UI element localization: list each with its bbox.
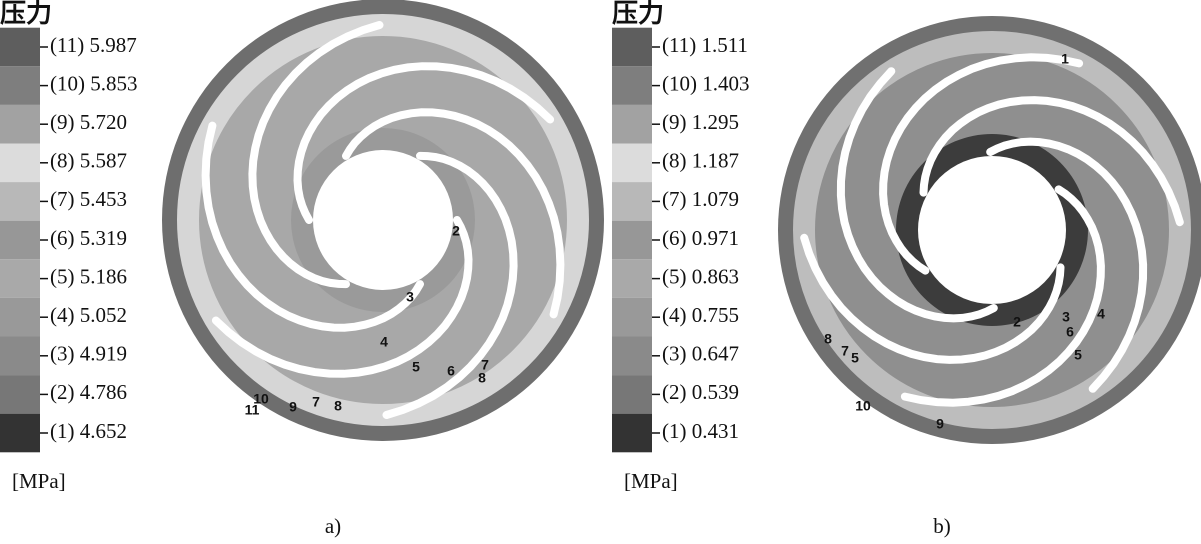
legend-swatch — [612, 413, 652, 453]
legend-label: (7) 1.079 — [662, 187, 739, 211]
legend-swatch — [612, 104, 652, 144]
legend-swatch — [612, 259, 652, 298]
blade — [919, 96, 1184, 227]
legend-swatch — [0, 413, 40, 453]
caption: b) — [933, 514, 951, 538]
contour-label: 10 — [855, 398, 871, 414]
legend-label: (10) 5.853 — [50, 71, 138, 95]
unit-label: [MPa] — [624, 469, 678, 493]
legend-label: (5) 0.863 — [662, 264, 739, 288]
blade — [211, 216, 473, 378]
legend-label: (1) 4.652 — [50, 419, 127, 443]
contour-label: 2 — [452, 223, 460, 239]
legend-label: (11) 5.987 — [50, 33, 137, 57]
contour-label: 8 — [824, 331, 832, 347]
blade — [201, 121, 424, 332]
legend-label: (7) 5.453 — [50, 187, 127, 211]
legend-swatch — [612, 143, 652, 183]
contour-label: 6 — [1066, 324, 1074, 340]
blade — [293, 62, 555, 224]
legend-title: 压力 — [612, 0, 664, 28]
legend-label: (2) 0.539 — [662, 380, 739, 404]
legend-swatch — [0, 375, 40, 414]
legend-swatch — [0, 66, 40, 105]
legend-label: (4) 5.052 — [50, 303, 127, 327]
contour-label: 2 — [1013, 314, 1021, 330]
contour-label: 11 — [245, 402, 260, 418]
contour-label: 3 — [406, 289, 414, 305]
panel: 压力 (11) 1.511 (10) 1.403 (9) 1.295 (8) 1.187… — [612, 0, 1201, 538]
light-zone — [793, 31, 1191, 429]
legend-swatch — [0, 297, 40, 337]
blade — [382, 151, 518, 419]
blade — [879, 53, 1084, 275]
contour-label: 7 — [481, 357, 489, 373]
legend-swatch — [0, 104, 40, 144]
legend-swatch — [0, 143, 40, 183]
contour-label: 6 — [447, 363, 455, 379]
legend-label: (1) 0.431 — [662, 419, 739, 443]
blade — [836, 67, 998, 323]
legend-label: (9) 5.720 — [50, 110, 127, 134]
legend-swatch — [612, 375, 652, 414]
eye — [313, 150, 453, 290]
legend-swatch — [612, 66, 652, 105]
legend-swatch — [0, 182, 40, 221]
legend-swatch — [612, 27, 652, 67]
legend-label: (5) 5.186 — [50, 264, 127, 288]
contour-label: 9 — [936, 416, 944, 432]
legend-swatch — [612, 220, 652, 260]
contour-label: 4 — [380, 334, 388, 350]
contour-label: 5 — [412, 359, 420, 375]
contour-label: 7 — [841, 343, 849, 359]
legend-swatch — [0, 259, 40, 298]
legend-swatch — [0, 220, 40, 260]
caption: a) — [325, 514, 341, 538]
legend-swatch — [612, 182, 652, 221]
legend-label: (10) 1.403 — [662, 71, 750, 95]
blade — [900, 185, 1105, 407]
contour-label: 4 — [1097, 306, 1105, 322]
contour-label: 8 — [334, 398, 342, 414]
unit-label: [MPa] — [12, 469, 66, 493]
legend-label: (3) 0.647 — [662, 342, 739, 366]
legend-swatch — [612, 336, 652, 376]
legend-label: (6) 5.319 — [50, 226, 127, 250]
blade — [342, 108, 565, 319]
legend-title: 压力 — [0, 0, 52, 28]
panel: 压力 (11) 5.987 (10) 5.853 (9) 5.720 (8) 5.587… — [0, 0, 604, 538]
contour-label: 10 — [253, 391, 269, 407]
legend-label: (3) 4.919 — [50, 342, 127, 366]
legend-swatch — [612, 297, 652, 337]
contour-label: 5 — [851, 350, 859, 366]
legend-swatch — [0, 336, 40, 376]
legend-label: (9) 1.295 — [662, 110, 739, 134]
blade — [986, 137, 1148, 393]
contour-label: 3 — [1062, 309, 1070, 325]
blade — [248, 21, 384, 289]
legend-label: (2) 4.786 — [50, 380, 127, 404]
contour-label: 9 — [289, 399, 297, 415]
eye — [918, 156, 1066, 304]
contour-label: 1 — [1061, 51, 1069, 67]
legend-label: (8) 1.187 — [662, 149, 739, 173]
legend-label: (4) 0.755 — [662, 303, 739, 327]
legend-label: (8) 5.587 — [50, 149, 127, 173]
contour-label: 7 — [312, 394, 320, 410]
contour-label: 5 — [1074, 347, 1082, 363]
contour-label: 8 — [478, 370, 486, 386]
legend-swatch — [0, 27, 40, 67]
legend-label: (6) 0.971 — [662, 226, 739, 250]
legend-label: (11) 1.511 — [662, 33, 748, 57]
blade — [800, 233, 1065, 364]
